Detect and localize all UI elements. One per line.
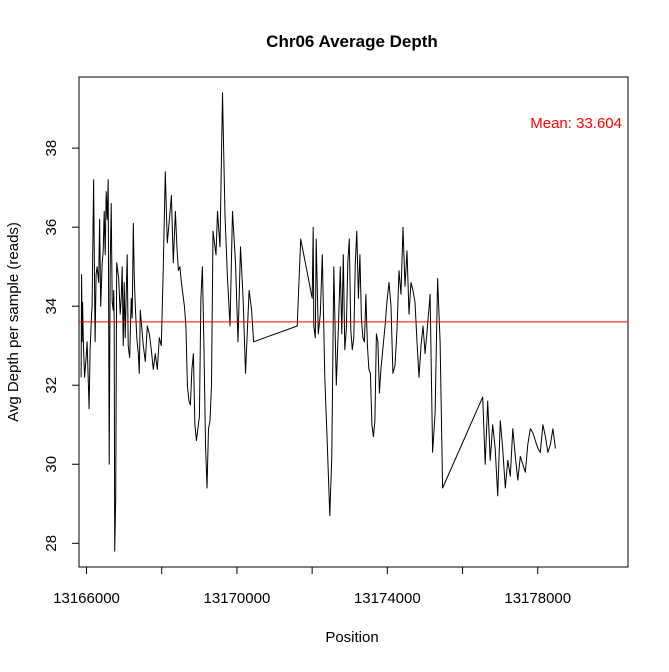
x-tick-label: 13170000 — [204, 590, 271, 607]
y-tick-label: 30 — [43, 456, 60, 473]
series-line-0 — [80, 92, 556, 552]
y-tick-label: 28 — [43, 535, 60, 552]
chart-title: Chr06 Average Depth — [266, 32, 438, 51]
y-tick-label: 34 — [43, 298, 60, 315]
x-tick-label: 13174000 — [354, 590, 421, 607]
y-axis: 28 30 32 34 36 38 — [43, 140, 80, 552]
y-axis-label: Avg Depth per sample (reads) — [5, 222, 22, 422]
x-axis-label: Position — [325, 629, 378, 646]
y-tick-label: 36 — [43, 219, 60, 236]
x-tick-label: 13166000 — [53, 590, 120, 607]
series-group — [80, 92, 556, 552]
x-axis: 13166000 13170000 13174000 13178000 — [53, 566, 571, 607]
x-tick-label: 13178000 — [504, 590, 571, 607]
y-tick-label: 38 — [43, 140, 60, 157]
mean-label: Mean: 33.604 — [530, 115, 622, 132]
y-tick-label: 32 — [43, 377, 60, 394]
